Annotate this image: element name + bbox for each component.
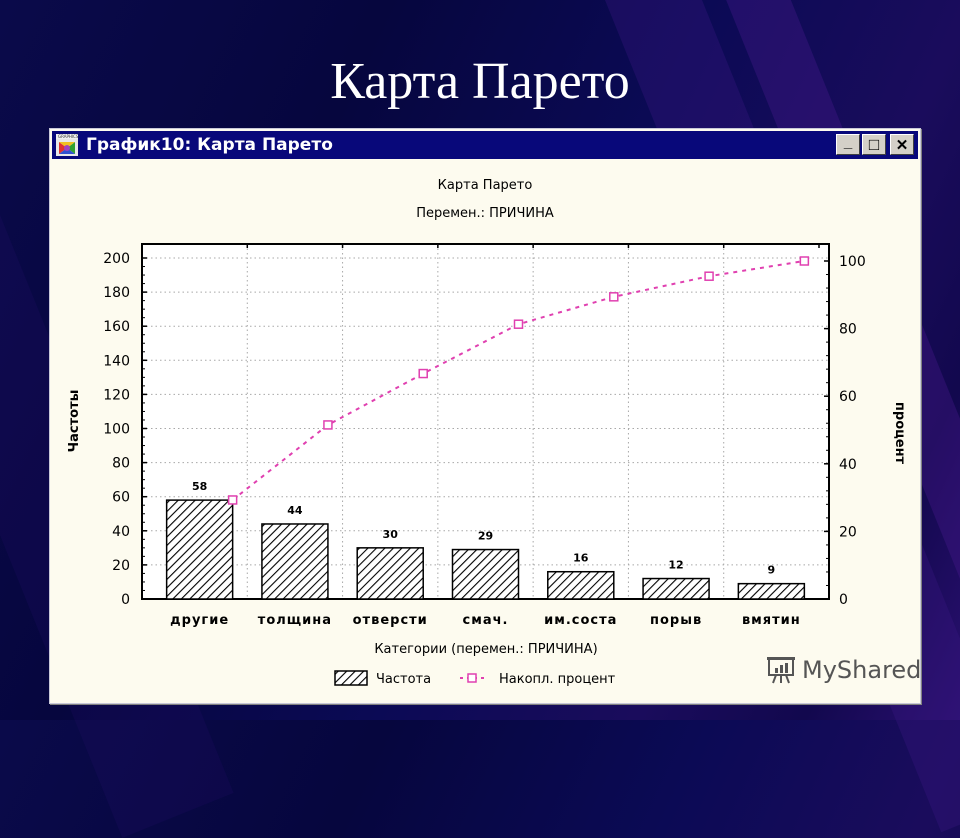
window-title: График10: Карта Парето [86,135,333,155]
minimize-icon: _ [843,134,853,151]
watermark: MyShared [766,655,921,685]
svg-text:0: 0 [839,592,848,608]
bar-value-label: 12 [668,559,683,572]
line-marker [799,256,810,266]
close-icon: ✕ [895,136,909,154]
bar-value-label: 30 [383,528,399,541]
bar-0 [165,499,234,600]
svg-text:20: 20 [839,524,857,540]
bar-3 [451,548,520,600]
presentation-chart-icon [767,657,795,684]
line-marker [609,292,619,302]
svg-text:40: 40 [112,524,130,540]
app-icon: GRAPHICS [56,134,79,156]
svg-text:100: 100 [839,254,866,270]
watermark-text: MyShared [802,656,922,684]
bar-1 [261,523,329,600]
line-marker [323,420,333,430]
bar-value-label: 58 [192,480,207,493]
chart-title: Карта Парето [438,178,533,193]
legend-label-frequency: Частота [376,672,431,687]
x-category-label: толщина [258,613,332,628]
y-axis-label: Частоты [67,390,82,453]
bar-6 [737,582,806,600]
bar-2 [356,547,424,600]
svg-text:140: 140 [103,353,130,369]
legend-marker-icon [467,673,477,683]
line-marker [418,368,428,379]
close-button[interactable]: ✕ [890,134,914,155]
minimize-button[interactable]: _ [836,134,860,155]
bars: 58 44 30 29 16 12 9 [165,480,806,600]
x-category-label: порыв [650,613,702,628]
chart-subtitle: Перемен.: ПРИЧИНА [416,206,554,221]
x-category-label: им.соста [544,613,617,628]
maximize-button[interactable]: □ [862,134,886,155]
legend-bar-swatch [334,670,368,686]
svg-text:GRAPHICS: GRAPHICS [58,134,78,139]
cumulative-line [227,256,810,505]
x-category-label: отверсти [353,613,428,628]
svg-text:100: 100 [103,422,130,438]
bar-value-label: 44 [287,504,303,517]
right-axis: 0 20 40 60 80 100 [824,254,866,608]
x-axis-labels: другие толщина отверсти смач. им.соста порыв в… [170,613,801,628]
left-axis: 0 20 40 60 80 100 120 140 160 180 200 [103,244,820,608]
bar-value-label: 16 [573,552,589,565]
bar-value-label: 9 [768,564,776,577]
line-marker [513,319,524,329]
pareto-chart: Карта Парето Перемен.: ПРИЧИНА 0 20 40 60 80… [67,178,907,687]
slide-title: Карта Парето [330,53,630,110]
bar-5 [642,577,710,600]
svg-text:60: 60 [839,389,857,405]
maximize-icon: □ [868,134,880,154]
plot-area [141,243,830,600]
x-category-label: вмятин [742,613,801,628]
svg-text:120: 120 [103,387,130,403]
bar-4 [547,570,615,600]
x-axis-label: Категории (перемен.: ПРИЧИНА) [374,642,597,657]
svg-text:180: 180 [103,285,130,301]
line-marker [704,271,714,281]
legend: Частота Накопл. процент [334,670,616,687]
svg-text:160: 160 [103,319,130,335]
x-category-label: другие [170,613,229,628]
svg-text:80: 80 [112,456,130,472]
svg-text:20: 20 [112,558,130,574]
window-titlebar[interactable]: GRAPHICS График10: Карта Парето _ □ ✕ [52,131,918,159]
svg-text:40: 40 [839,457,857,473]
chart-window: GRAPHICS График10: Карта Парето _ □ ✕ [49,128,921,704]
line-marker [227,495,238,505]
y2-axis-label: процент [892,402,907,465]
x-category-label: смач. [463,613,509,628]
svg-text:60: 60 [112,490,130,506]
svg-text:80: 80 [839,322,857,338]
svg-text:200: 200 [103,251,130,267]
legend-label-cumulative: Накопл. процент [499,672,616,687]
bar-value-label: 29 [478,530,493,543]
svg-text:0: 0 [121,592,130,608]
